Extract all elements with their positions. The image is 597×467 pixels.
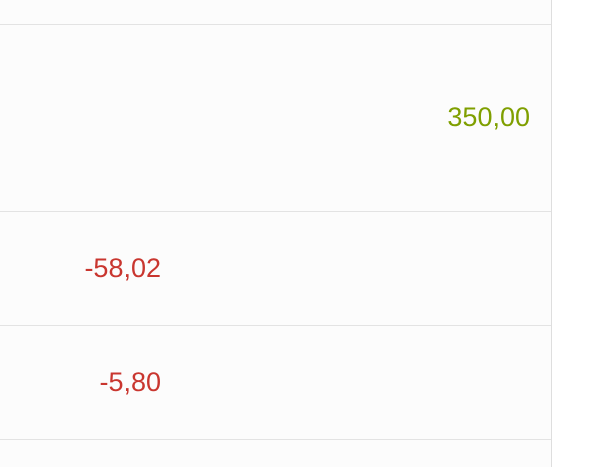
table-row-partial-top (0, 0, 551, 24)
table-row[interactable]: -58,02 (0, 211, 551, 325)
debit-amount: -5,80 (99, 367, 161, 397)
table-row-partial-bottom (0, 439, 551, 467)
transactions-table: 350,00 -58,02 -5,80 (0, 0, 552, 467)
table-row[interactable]: -5,80 (0, 325, 551, 439)
debit-amount: -58,02 (84, 253, 161, 283)
credit-amount: 350,00 (447, 102, 530, 132)
table-row[interactable]: 350,00 (0, 24, 551, 211)
